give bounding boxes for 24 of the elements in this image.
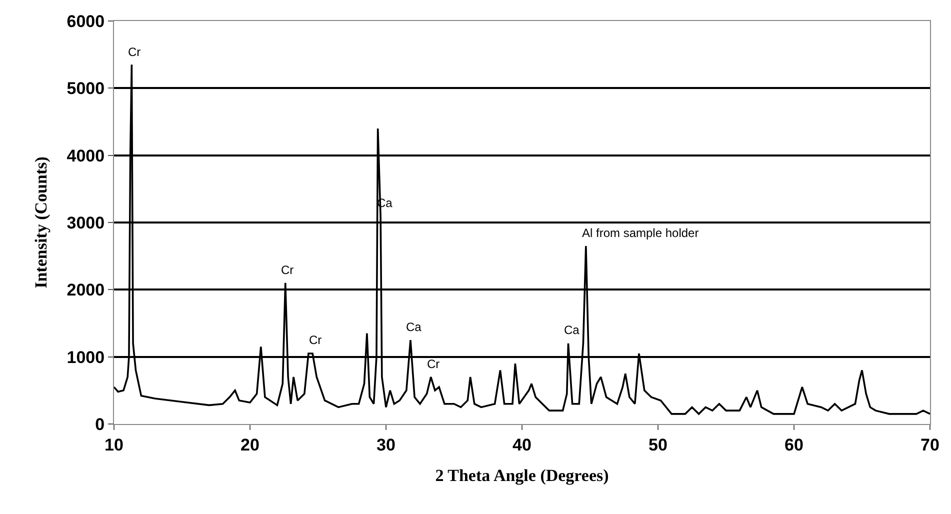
line-series: [114, 64, 930, 415]
annotation: Cr: [309, 333, 322, 347]
x-tick-label: 70: [920, 435, 940, 454]
y-tick-label: 6000: [66, 12, 105, 31]
annotation: Cr: [427, 357, 440, 371]
y-tick-label: 0: [95, 414, 105, 434]
annotation: Cr: [128, 45, 141, 59]
x-tick-label: 30: [376, 435, 396, 454]
annotation: Ca: [406, 320, 422, 334]
y-tick-label: 5000: [66, 79, 105, 98]
y-tick-label: 3000: [66, 213, 105, 232]
y-tick-label: 4000: [66, 146, 105, 166]
x-tick-label: 60: [784, 435, 804, 454]
y-axis-title: Intensity (Counts): [31, 156, 50, 288]
annotation: Al from sample holder: [582, 226, 699, 240]
y-tick-label: 1000: [66, 348, 105, 367]
x-tick-label: 40: [512, 435, 532, 454]
x-tick-label: 50: [648, 435, 668, 454]
x-tick-label: 10: [104, 435, 124, 454]
y-tick-label: 2000: [66, 280, 105, 300]
x-tick-label: 20: [240, 435, 260, 454]
annotation: Ca: [564, 323, 580, 337]
annotation: Cr: [281, 263, 294, 277]
x-axis-title: 2 Theta Angle (Degrees): [435, 466, 609, 485]
